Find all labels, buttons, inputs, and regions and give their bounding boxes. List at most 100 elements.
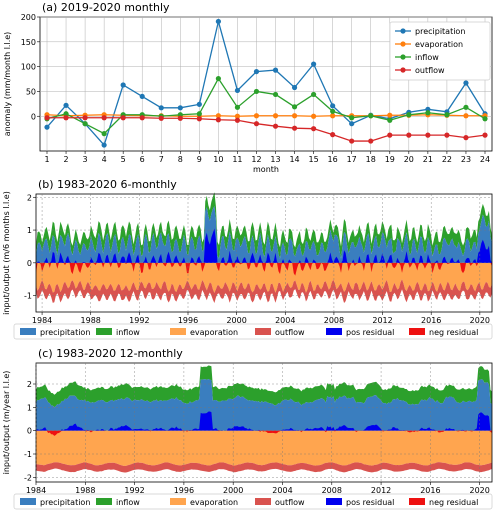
area-outflow (36, 279, 492, 304)
legend-swatch (255, 498, 271, 505)
data-point-inflow (368, 113, 374, 119)
tick-label-x: 2000 (223, 486, 243, 495)
data-point-outflow (253, 121, 260, 127)
tick-label-x: 18 (366, 155, 376, 164)
data-point-outflow (349, 138, 355, 144)
legend-marker (400, 41, 406, 47)
tick-label-x: 1992 (129, 316, 149, 325)
tick-label-x: 2016 (420, 486, 440, 495)
tick-label-x: 1984 (26, 486, 46, 495)
chart-title: (c) 1983-2020 12-monthly (38, 347, 183, 360)
legend-label: precipitation (40, 328, 90, 337)
data-point-outflow (139, 115, 145, 121)
data-point-outflow (44, 115, 50, 121)
tick-label-x: 22 (442, 155, 452, 164)
y-axis-label: input/output (m/year l.l.e) (2, 371, 11, 475)
data-point-precipitation (101, 142, 107, 148)
data-point-outflow (463, 135, 469, 141)
data-point-precipitation (44, 124, 50, 130)
tick-label-x: 17 (347, 155, 357, 164)
plot-frame (35, 362, 493, 483)
data-point-outflow (272, 123, 279, 129)
data-point-precipitation (272, 67, 279, 73)
tick-label-y: 100 (21, 63, 36, 72)
series-line-outflow (47, 117, 486, 142)
tick-label-y: 0 (31, 112, 36, 121)
data-point-outflow (63, 115, 69, 121)
data-point-precipitation (63, 102, 69, 108)
data-point-inflow (196, 111, 202, 117)
tick-label-x: 1996 (174, 486, 194, 495)
data-point-inflow (215, 75, 221, 82)
tick-label-x: 3 (83, 155, 88, 164)
data-point-evaporation (234, 113, 241, 119)
data-point-outflow (196, 116, 202, 122)
tick-label-x: 2004 (272, 486, 292, 495)
data-point-evaporation (311, 113, 317, 119)
legend-label: outflow (415, 66, 445, 75)
legend-label: precipitation (40, 498, 90, 507)
legend-marker (400, 28, 406, 34)
tick-label-y: -2 (24, 473, 32, 482)
data-point-precipitation (196, 101, 202, 107)
tick-label-x: 2016 (421, 316, 441, 325)
data-point-inflow (253, 88, 260, 95)
tick-label-x: 7 (159, 155, 164, 164)
legend-swatch (409, 498, 425, 505)
series-line-evaporation (46, 114, 485, 117)
data-point-outflow (425, 132, 431, 138)
tick-label-y: 50 (26, 87, 36, 96)
data-point-inflow (349, 115, 355, 121)
tick-label-x: 6 (140, 155, 145, 164)
legend-box (389, 21, 491, 81)
tick-label-y: -1 (24, 450, 32, 459)
tick-label-x: 4 (102, 155, 107, 164)
data-point-outflow (387, 132, 393, 138)
tick-label-x: 24 (480, 155, 490, 164)
tick-label-x: 11 (232, 155, 242, 164)
tick-label-x: 10 (213, 155, 223, 164)
area-evaporation (36, 262, 492, 293)
data-point-outflow (368, 138, 374, 144)
data-point-outflow (120, 115, 126, 121)
y-axis-label: input/output (m/6 months l.l.e) (2, 191, 11, 315)
legend-label: outflow (275, 328, 305, 337)
data-point-inflow (425, 110, 431, 116)
panel-b: (b) 1983-2020 6-monthly 1984 1988 1992 1996 2… (2, 178, 493, 340)
legend-swatch (96, 328, 112, 335)
data-point-inflow (101, 131, 107, 137)
data-point-outflow (158, 115, 164, 121)
area-neg-residual (36, 262, 492, 276)
data-point-precipitation (349, 121, 355, 127)
tick-label-x: 1996 (178, 316, 198, 325)
data-point-evaporation (330, 113, 336, 119)
tick-label-x: 2020 (470, 316, 490, 325)
tick-label-x: 15 (309, 155, 319, 164)
legend-label: evaporation (415, 40, 463, 49)
area-precipitation (36, 379, 492, 431)
data-point-inflow (291, 104, 298, 110)
data-point-inflow (330, 108, 336, 114)
tick-label-x: 2008 (324, 316, 344, 325)
legend-marker (400, 67, 406, 73)
data-point-inflow (463, 104, 469, 110)
legend-swatch (20, 498, 36, 505)
tick-label-x: 2008 (322, 486, 342, 495)
data-point-evaporation (291, 113, 298, 119)
tick-label-x: 1984 (32, 316, 52, 325)
legend-label: evaporation (190, 328, 238, 337)
data-point-outflow (82, 115, 88, 121)
data-point-outflow (215, 117, 221, 123)
legend-swatch (170, 498, 186, 505)
panel-c: (c) 1983-2020 12-monthly 1984 1988 1992 1996… (2, 347, 493, 510)
tick-label-x: 12 (251, 155, 261, 164)
data-point-outflow (444, 132, 450, 138)
legend-label: neg residual (429, 328, 478, 337)
tick-label-x: 16 (328, 155, 338, 164)
legend-label: inflow (116, 328, 140, 337)
tick-label-x: 2000 (226, 316, 246, 325)
data-point-precipitation (215, 18, 221, 25)
tick-label-x: 5 (121, 155, 126, 164)
legend-label: inflow (116, 498, 140, 507)
